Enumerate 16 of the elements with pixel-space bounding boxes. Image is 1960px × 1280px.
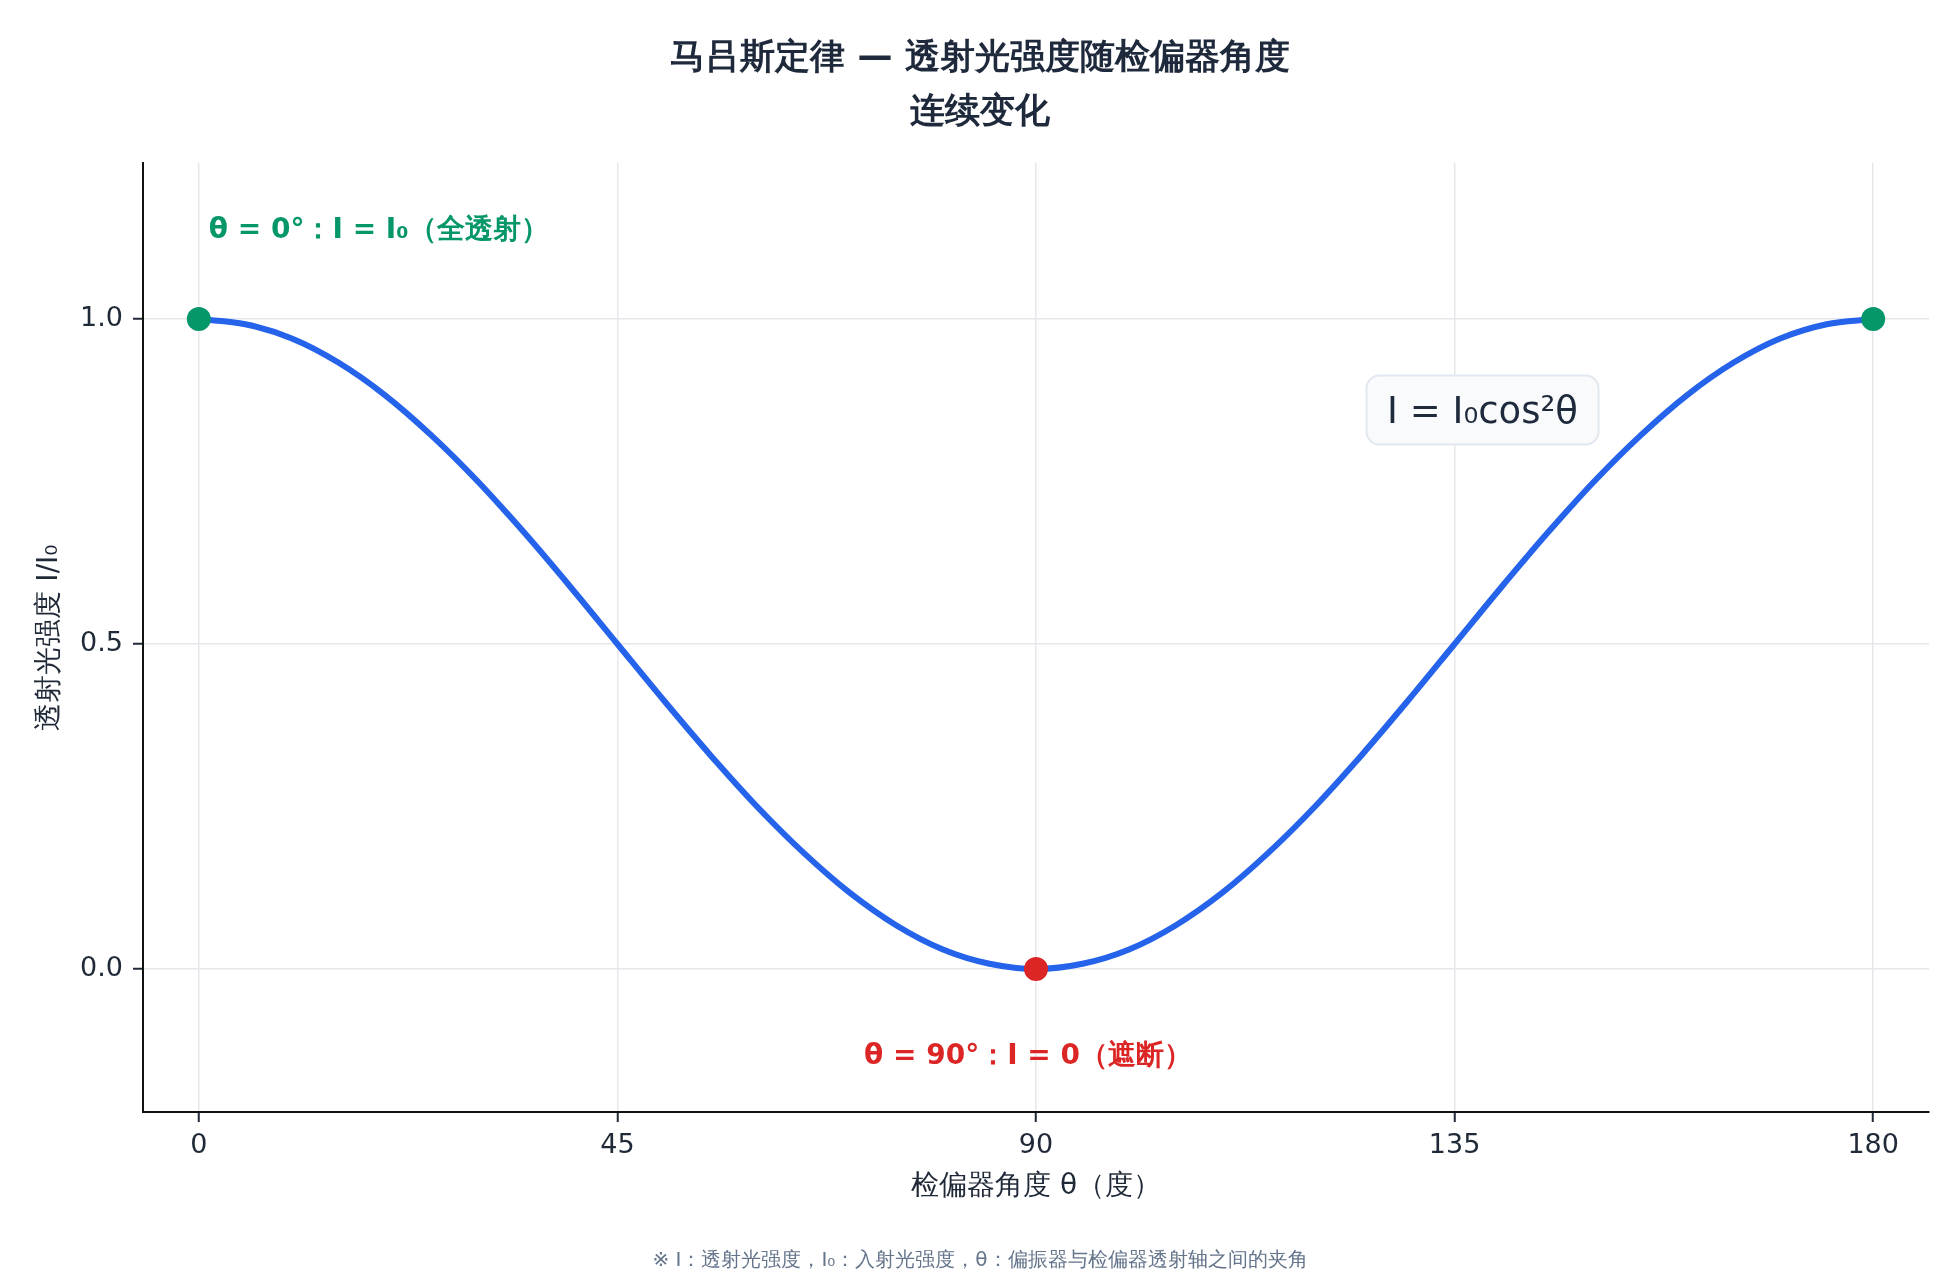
x-tick-label: 0 <box>190 1128 208 1160</box>
annotation: θ = 90°：I = 0（遮断） <box>863 1038 1193 1072</box>
y-tick-label: 0.0 <box>80 951 123 983</box>
text: ※ I：透射光强度，I₀：入射光强度，θ：偏振器与检偏器透射轴之间的夹角 <box>651 1246 1309 1273</box>
x-tick-label: 180 <box>1847 1128 1899 1160</box>
x-axis-title: 检偏器角度 θ（度） <box>910 1168 1162 1202</box>
y-axis-title: 透射光强度 I/I₀ <box>31 544 65 731</box>
chart-title: 马吕斯定律 — 透射光强度随检偏器角度连续变化 <box>669 35 1291 132</box>
annotation: I = I₀cos²θ <box>1387 388 1578 432</box>
formula-box: I = I₀cos²θ <box>1365 374 1600 446</box>
x-tick-label: 90 <box>1018 1128 1054 1160</box>
y-tick-label: 1.0 <box>80 301 123 333</box>
annotation: θ = 0°：I = I₀（全透射） <box>208 212 549 246</box>
x-tick-label: 135 <box>1428 1128 1481 1160</box>
x-tick-label: 45 <box>600 1128 635 1160</box>
y-tick-label: 0.5 <box>80 626 123 658</box>
